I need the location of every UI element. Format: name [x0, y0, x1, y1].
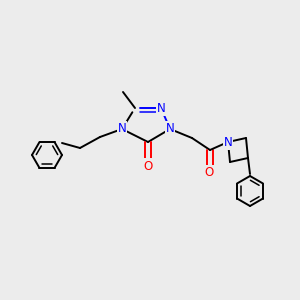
- Text: O: O: [143, 160, 153, 172]
- Text: N: N: [157, 101, 165, 115]
- Text: N: N: [224, 136, 232, 148]
- Text: N: N: [166, 122, 174, 136]
- Text: N: N: [118, 122, 126, 136]
- Text: O: O: [204, 167, 214, 179]
